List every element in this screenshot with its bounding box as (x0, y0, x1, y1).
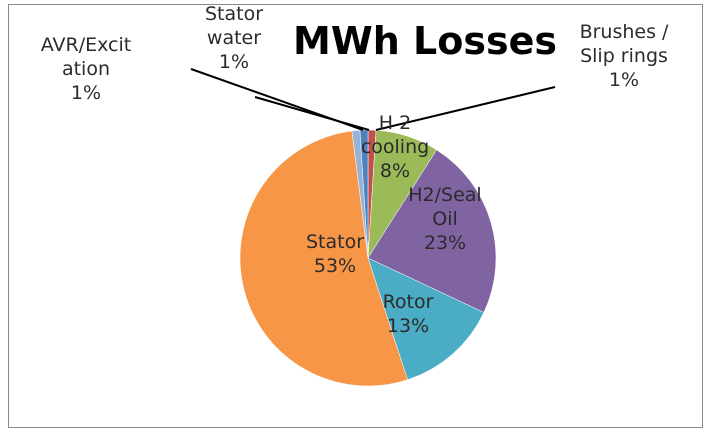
data-label: Stator 53% (306, 231, 364, 277)
data-label: Rotor 13% (383, 291, 434, 337)
pie-slice-rotor (367, 257, 485, 381)
data-label: Stator water 1% (205, 3, 263, 73)
data-label: H2/Seal Oil 23% (408, 184, 481, 254)
data-label: H 2 cooling 8% (361, 112, 429, 182)
leader-line (254, 96, 370, 131)
data-label: AVR/Excit ation 1% (41, 34, 131, 104)
pie-slice-h2-seal-oil (367, 149, 497, 313)
chart-title: MWh Losses (293, 19, 557, 63)
pie-slice-stator (239, 130, 408, 387)
leader-line (375, 86, 556, 131)
data-label: Brushes / Slip rings 1% (580, 21, 669, 91)
